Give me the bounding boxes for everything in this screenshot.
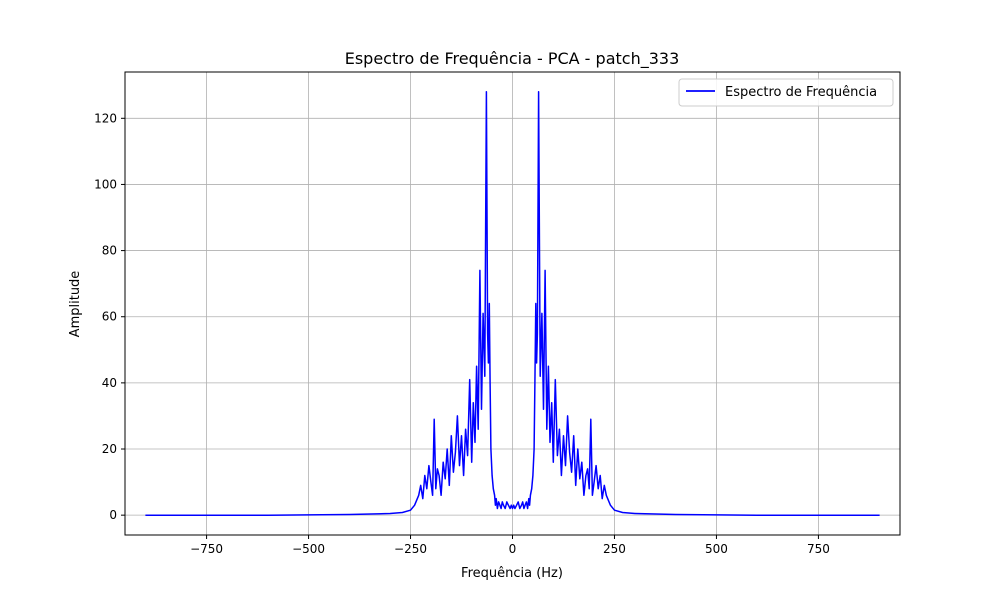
legend-label: Espectro de Frequência	[725, 85, 877, 100]
y-tick-label: 0	[109, 508, 117, 522]
series-line	[145, 91, 880, 516]
legend: Espectro de Frequência	[678, 78, 894, 107]
x-tick-label: −250	[394, 542, 427, 556]
axis-ticks: −750 −500 −250 0 250 500 750 0 20 40 60 80 100 120	[94, 111, 830, 556]
y-tick-label: 60	[102, 310, 117, 324]
x-tick-label: 250	[603, 542, 626, 556]
legend-box	[678, 78, 894, 107]
y-tick-label: 80	[102, 244, 117, 258]
y-tick-label: 100	[94, 177, 117, 191]
y-tick-label: 120	[94, 111, 117, 125]
x-tick-label: −750	[190, 542, 223, 556]
y-tick-label: 40	[102, 376, 117, 390]
y-tick-label: 20	[102, 442, 117, 456]
y-axis-label: Amplitude	[68, 271, 83, 338]
x-tick-label: 500	[705, 542, 728, 556]
series-layer	[145, 91, 880, 516]
x-tick-label: 750	[807, 542, 830, 556]
x-axis-label: Frequência (Hz)	[461, 566, 563, 581]
x-tick-label: −500	[292, 542, 325, 556]
x-tick-label: 0	[509, 542, 517, 556]
chart-title: Espectro de Frequência - PCA - patch_333	[345, 49, 680, 69]
